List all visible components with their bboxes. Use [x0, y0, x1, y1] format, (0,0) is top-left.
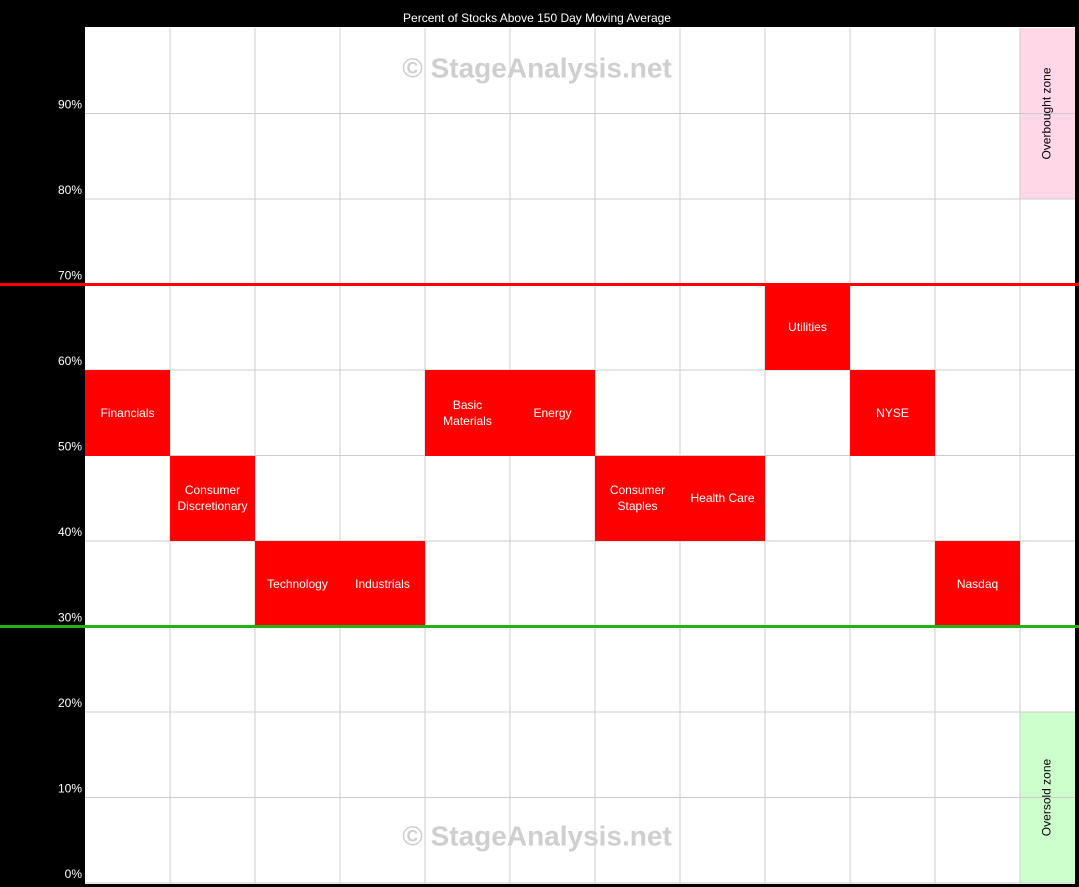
band-box: Basic Materials — [425, 370, 510, 456]
y-tick-label: 90% — [58, 98, 82, 112]
band-box: Health Care — [680, 455, 765, 541]
band-box: Industrials — [340, 541, 425, 627]
category-label: Technology — [267, 576, 328, 591]
category-label: Health Care — [690, 491, 755, 506]
band-box: Technology — [255, 541, 340, 627]
y-tick-label: 20% — [58, 696, 82, 710]
watermark: © StageAnalysis.net — [402, 820, 672, 851]
y-tick-label: 50% — [58, 440, 82, 454]
band-box: Nasdaq — [935, 541, 1020, 627]
y-tick-label: 0% — [65, 867, 83, 881]
category-label: NYSE — [876, 405, 909, 420]
band-box: NYSE — [850, 370, 935, 456]
category-label: Financials — [100, 405, 155, 420]
chart-title: Percent of Stocks Above 150 Day Moving A… — [403, 11, 671, 25]
y-tick-label: 30% — [58, 611, 82, 625]
category-label: Energy — [533, 405, 572, 420]
band-box: Financials — [85, 370, 170, 456]
band-box: Consumer Staples — [595, 455, 680, 541]
category-label: Basic Materials — [443, 397, 492, 428]
category-label: Consumer Staples — [609, 483, 666, 514]
band-box: Consumer Discretionary — [170, 455, 255, 541]
y-tick-label: 80% — [58, 183, 82, 197]
category-label: Consumer Discretionary — [177, 483, 248, 514]
y-tick-label: 40% — [58, 525, 82, 539]
y-tick-label: 10% — [58, 782, 82, 796]
category-label: Industrials — [355, 576, 410, 591]
category-label: Utilities — [788, 320, 827, 335]
band-box: Energy — [510, 370, 595, 456]
y-tick-label: 70% — [58, 269, 82, 283]
watermark: © StageAnalysis.net — [402, 52, 672, 83]
y-tick-label: 60% — [58, 354, 82, 368]
band-box: Utilities — [765, 284, 850, 370]
category-label: Nasdaq — [956, 576, 999, 591]
